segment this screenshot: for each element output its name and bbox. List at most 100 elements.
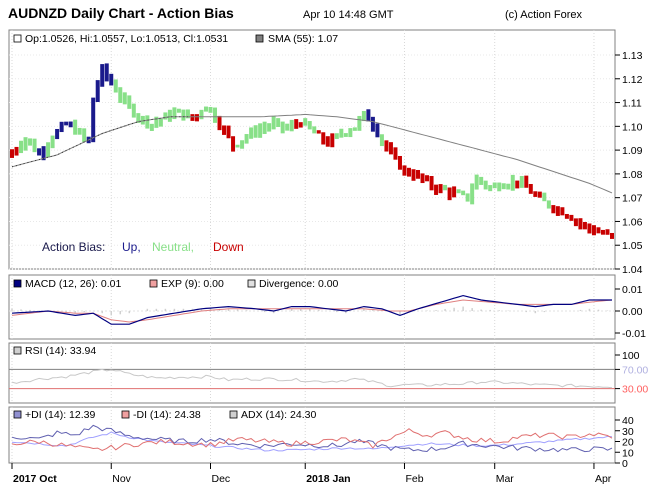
macd-legend: MACD (12, 26): 0.01 EXP (9): 0.00 Diverg… (13, 278, 339, 290)
price-bar (176, 108, 181, 113)
rsi-legend-swatch (13, 346, 22, 355)
rsi-line (11, 368, 613, 389)
sma-legend-swatch (255, 34, 264, 43)
minus-di-line (11, 428, 613, 452)
macd-legend-label: MACD (12, 26): 0.01 (25, 278, 121, 290)
dmi-tick-label: 10 (622, 447, 634, 459)
price-bar (429, 176, 434, 191)
macd-tick-label: 0.01 (622, 284, 643, 296)
price-bar (312, 126, 317, 134)
action-bias-up-label: Up, (122, 240, 141, 254)
price-panel-frame (8, 29, 616, 270)
price-bar (605, 229, 610, 235)
price-bar (474, 174, 479, 190)
price-bar (95, 80, 100, 102)
price-bar (222, 125, 227, 135)
price-bar (352, 127, 357, 131)
price-bar (379, 134, 384, 147)
price-bar (64, 121, 69, 126)
price-bar (149, 123, 154, 131)
price-bar (10, 149, 14, 158)
price-bar (506, 183, 511, 190)
price-bar (456, 189, 461, 194)
chart-copyright: (c) Action Forex (505, 9, 583, 21)
price-bar (370, 116, 375, 132)
price-bar (316, 130, 321, 134)
price-tick-label: 1.11 (622, 98, 642, 110)
price-tick-label: 1.05 (622, 240, 643, 252)
price-bar (199, 109, 204, 120)
rsi-tick-label: 100 (622, 350, 640, 362)
price-tick-label: 1.09 (622, 145, 643, 157)
dmi-legend: +DI (14): 12.39 -DI (14): 24.38 ADX (14)… (13, 409, 316, 421)
price-tick-label: 1.08 (622, 169, 643, 181)
price-bar (267, 123, 272, 132)
price-bar (443, 184, 448, 191)
price-bar (172, 107, 177, 120)
x-tick-label: Feb (405, 473, 423, 485)
price-bar (610, 232, 614, 239)
price-bar (416, 169, 421, 179)
price-bar (158, 118, 163, 127)
price-bar (334, 133, 339, 139)
price-bar (185, 109, 190, 119)
x-tick-label: Dec (211, 473, 230, 485)
price-bar (231, 136, 236, 152)
price-bar (82, 128, 87, 142)
price-bar (244, 134, 249, 144)
chart-datetime: Apr 10 14:48 GMT (303, 9, 394, 21)
price-bar (41, 146, 46, 161)
minus-di-legend-swatch (121, 410, 130, 419)
price-bar (564, 213, 569, 219)
price-bar (578, 218, 583, 230)
price-bar (560, 207, 565, 216)
price-bar (131, 103, 136, 118)
price-bar (375, 123, 380, 138)
price-bar (280, 121, 285, 134)
price-bar (497, 182, 502, 192)
price-bar (573, 218, 578, 227)
price-bar (217, 115, 222, 131)
price-bar (100, 64, 105, 87)
price-bar (397, 155, 402, 170)
price-bar (203, 106, 208, 112)
price-bar (600, 229, 605, 235)
price-bar (555, 206, 560, 216)
price-bar (465, 193, 470, 202)
price-bar (104, 63, 109, 82)
price-bar (357, 115, 362, 131)
indicator-layer (9, 294, 615, 453)
price-bar (59, 121, 64, 133)
price-bar (393, 147, 398, 160)
price-bar (447, 187, 452, 201)
price-bar (154, 116, 159, 128)
price-bar (249, 127, 254, 139)
price-bar (321, 132, 326, 145)
price-bar (289, 119, 294, 132)
plus-di-legend-swatch (13, 410, 22, 419)
price-bar (140, 115, 145, 125)
rsi-legend-label: RSI (14): 33.94 (25, 345, 96, 357)
price-bar (190, 114, 195, 121)
price-bar (542, 192, 547, 202)
price-bar (181, 109, 186, 121)
price-bar (271, 116, 276, 130)
price-bar (163, 112, 168, 120)
macd-legend-swatch (13, 279, 22, 288)
price-bar (411, 169, 416, 181)
action-bias-legend: Action Bias: Up, Neutral, Down (42, 240, 244, 254)
price-bar (258, 123, 263, 138)
price-bar (167, 109, 172, 122)
price-bar (127, 95, 132, 109)
price-bar (23, 137, 28, 151)
price-bar (406, 167, 411, 177)
x-tick-label: 2017 Oct (13, 473, 57, 485)
price-bar (388, 142, 393, 155)
price-bar (582, 221, 587, 230)
price-bar (32, 138, 37, 153)
price-bar (591, 225, 596, 236)
chart-title: AUDNZD Daily Chart - Action Bias (8, 5, 234, 21)
price-bar (109, 73, 114, 86)
price-bar (262, 121, 267, 134)
